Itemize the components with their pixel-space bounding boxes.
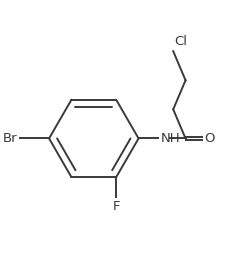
Text: Br: Br [3,132,18,145]
Text: NH: NH [161,132,181,145]
Text: Cl: Cl [174,35,187,48]
Text: O: O [204,132,215,145]
Text: F: F [113,200,120,213]
